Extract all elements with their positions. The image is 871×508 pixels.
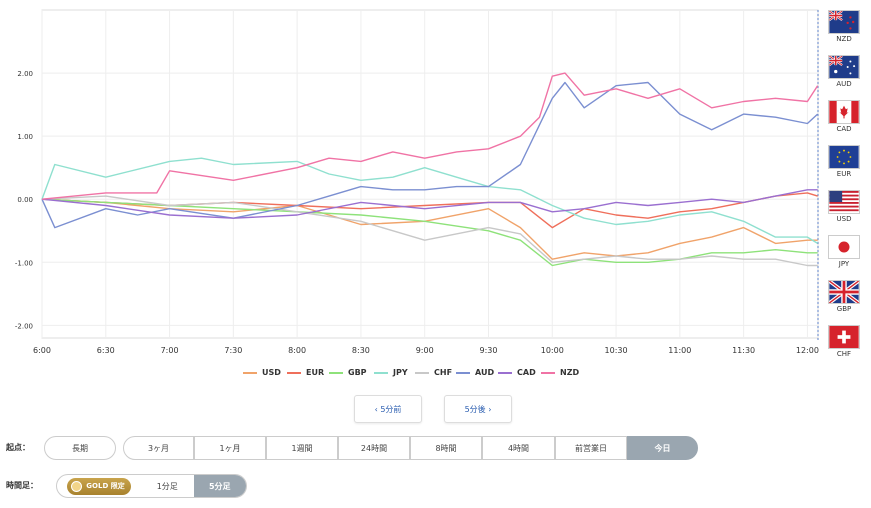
x-tick-label: 10:00 (541, 346, 564, 355)
gold-badge-text: GOLD 限定 (86, 482, 125, 490)
nz-flag-icon[interactable] (828, 10, 860, 34)
legend-swatch (329, 371, 343, 374)
legend-label: NZD (560, 368, 580, 377)
flag-label-eur: EUR (836, 170, 852, 178)
x-tick-label: 9:30 (480, 346, 498, 355)
y-tick-label: -2.00 (15, 322, 33, 330)
legend-item-chf[interactable]: CHF (415, 368, 452, 377)
prev-5min-button[interactable]: ‹ 5分前 (354, 395, 422, 423)
x-tick-label: 7:30 (224, 346, 242, 355)
x-tick-label: 8:00 (288, 346, 306, 355)
x-tick-label: 6:00 (33, 346, 51, 355)
y-tick-label: 1.00 (17, 133, 33, 141)
legend-item-eur[interactable]: EUR (287, 368, 324, 377)
legend-item-cad[interactable]: CAD (498, 368, 536, 377)
legend-label: CAD (517, 368, 536, 377)
flag-label-usd: USD (836, 215, 852, 223)
start-option-4[interactable]: 24時間 (338, 436, 410, 460)
flag-label-aud: AUD (836, 80, 852, 88)
series-line-nzd (41, 72, 819, 200)
series-line-chf (41, 195, 818, 267)
start-option-5[interactable]: 8時間 (410, 436, 482, 460)
legend-item-gbp[interactable]: GBP (329, 368, 367, 377)
legend-label: EUR (306, 368, 325, 377)
line-chart: 6:00 6:30 7:00 7:30 8:00 8:30 9:00 9:30 10:00 10:… (15, 9, 819, 355)
next-5min-button[interactable]: 5分後 › (444, 395, 512, 423)
x-tick-label: 12:00 (796, 346, 819, 355)
flag-label-gbp: GBP (836, 305, 852, 313)
plot-area (41, 9, 819, 339)
gold-limited-badge: GOLD 限定 (67, 477, 131, 495)
start-option-3[interactable]: 1週間 (266, 436, 338, 460)
legend-swatch (541, 371, 555, 374)
legend-label: GBP (348, 368, 367, 377)
y-tick-label: 0.00 (17, 196, 33, 204)
series-line-jpy (41, 157, 818, 244)
y-tick-label: 2.00 (17, 70, 33, 78)
legend-label: CHF (434, 368, 453, 377)
legend-item-usd[interactable]: USD (243, 368, 281, 377)
x-tick-label: 6:30 (97, 346, 115, 355)
au-flag-icon[interactable] (828, 55, 860, 79)
legend-label: JPY (393, 368, 408, 377)
legend-swatch (456, 371, 470, 374)
legend-item-aud[interactable]: AUD (456, 368, 494, 377)
eu-flag-icon[interactable] (828, 145, 860, 169)
gold-coin-icon (71, 480, 83, 492)
x-tick-label: 8:30 (352, 346, 370, 355)
flag-label-cad: CAD (836, 125, 852, 133)
series-line-gbp (41, 198, 818, 267)
legend-swatch (415, 371, 429, 374)
series-line-aud (41, 81, 819, 229)
gb-flag-icon[interactable] (828, 280, 860, 304)
y-tick-label: -1.00 (15, 259, 33, 267)
start-option-7[interactable]: 前営業日 (555, 436, 627, 460)
timeframe-option-1[interactable]: 5分足 (193, 475, 246, 497)
gold-badge-cell: GOLD 限定 (57, 475, 141, 497)
start-option-0[interactable]: 長期 (44, 436, 116, 460)
jp-flag-icon[interactable] (828, 235, 860, 259)
start-option-8[interactable]: 今日 (627, 436, 698, 460)
legend-label: AUD (475, 368, 495, 377)
legend-swatch (498, 371, 512, 374)
legend-item-jpy[interactable]: JPY (374, 368, 408, 377)
timeframe-option-0[interactable]: 1分足 (156, 481, 178, 491)
start-option-1[interactable]: 3ヶ月 (123, 436, 194, 460)
legend-swatch (287, 371, 301, 374)
flag-label-jpy: JPY (838, 260, 850, 268)
timeframe-toggle: GOLD 限定 1分足 5分足 (56, 474, 247, 498)
start-point-label: 起点： (6, 443, 30, 452)
ca-flag-icon[interactable] (828, 100, 860, 124)
series-line-usd (41, 198, 818, 260)
start-option-2[interactable]: 1ヶ月 (194, 436, 266, 460)
x-tick-label: 10:30 (605, 346, 628, 355)
flag-label-chf: CHF (836, 350, 852, 358)
start-option-6[interactable]: 4時間 (482, 436, 555, 460)
x-tick-label: 7:00 (161, 346, 179, 355)
legend-item-nzd[interactable]: NZD (541, 368, 579, 377)
legend-swatch (374, 371, 388, 374)
us-flag-icon[interactable] (828, 190, 860, 214)
legend-swatch (243, 371, 257, 374)
legend-label: USD (262, 368, 281, 377)
x-tick-label: 11:30 (732, 346, 755, 355)
x-tick-label: 11:00 (668, 346, 691, 355)
ch-flag-icon[interactable] (828, 325, 860, 349)
series-line-cad (41, 189, 818, 219)
flag-label-nzd: NZD (836, 35, 852, 43)
x-tick-label: 9:00 (416, 346, 434, 355)
timeframe-label: 時間足： (6, 481, 38, 490)
